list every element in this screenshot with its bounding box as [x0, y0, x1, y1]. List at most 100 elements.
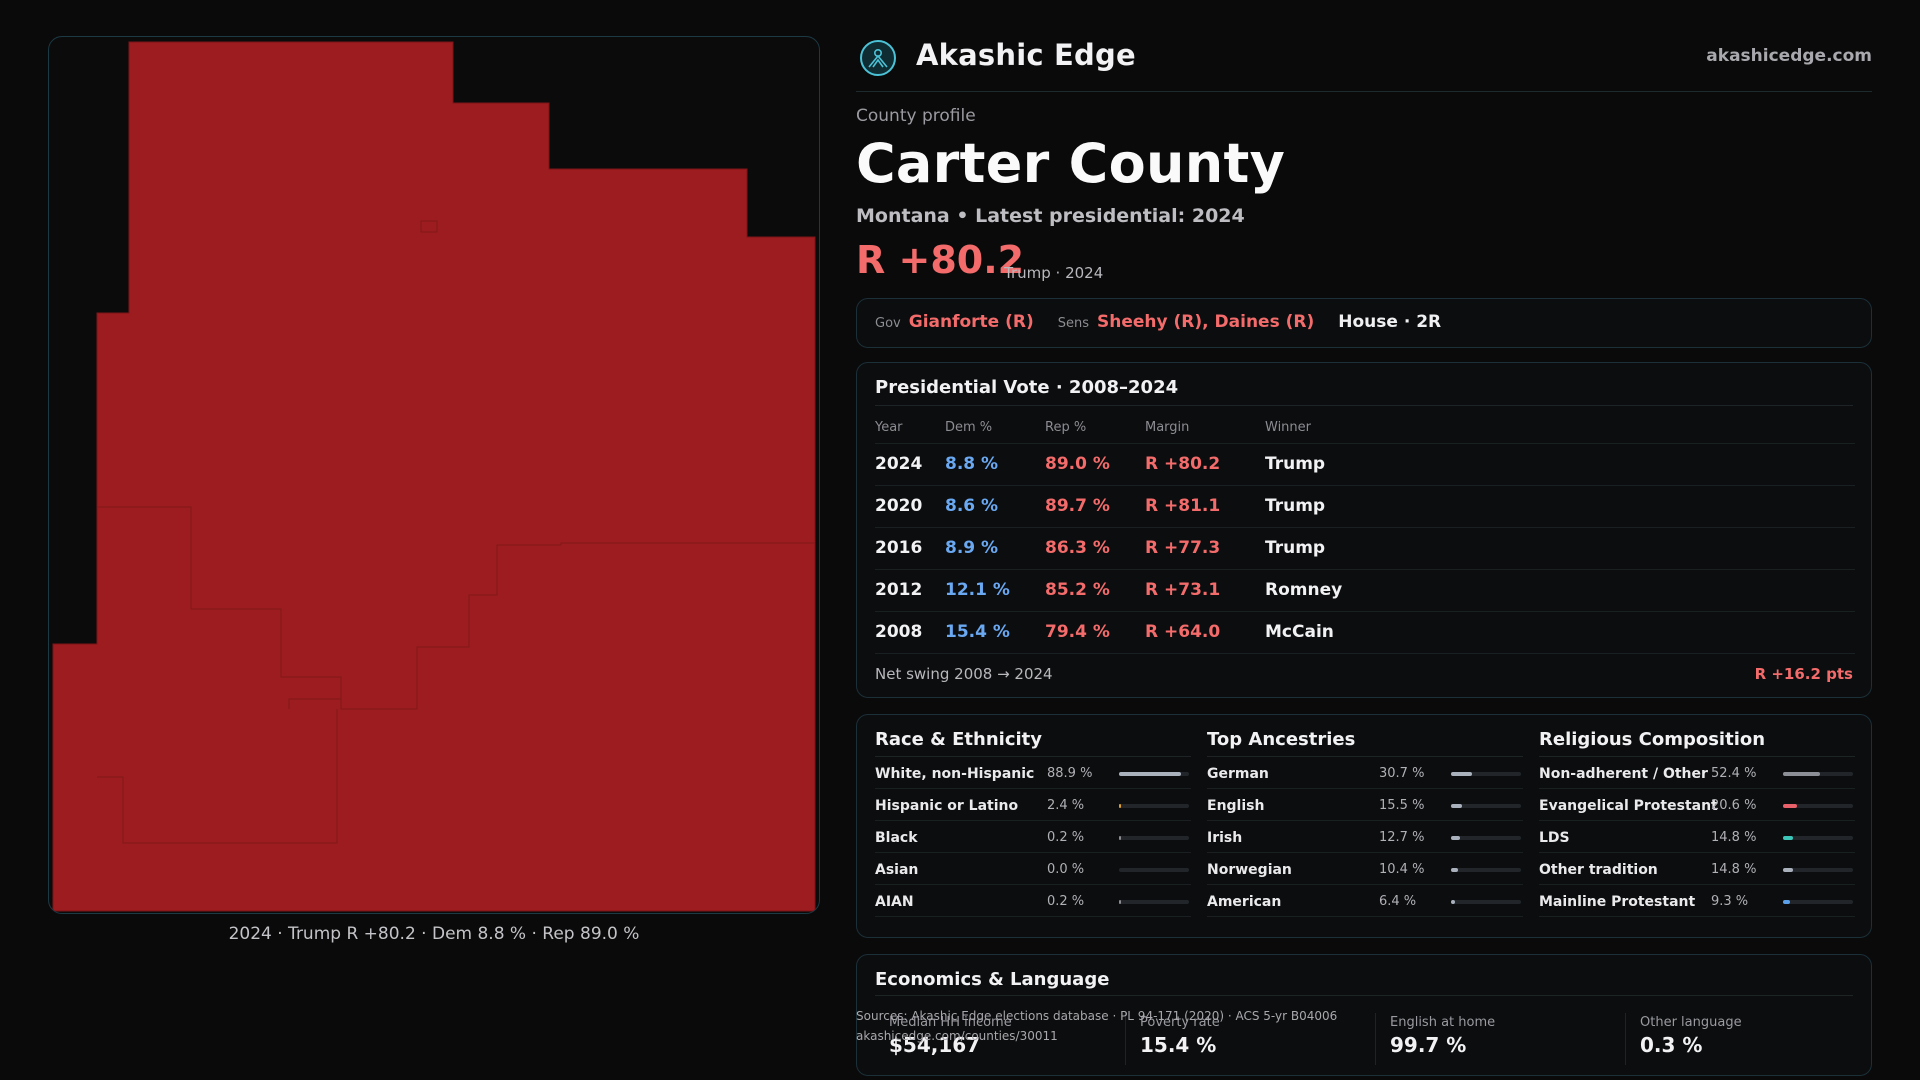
- gov-key: Gov: [875, 316, 901, 331]
- religion-bar-fill: [1783, 836, 1794, 840]
- ancestry-bar-fill: [1451, 900, 1456, 904]
- econ-english: English at home 99.7 %: [1375, 1013, 1615, 1065]
- econ-english-value: 99.7 %: [1390, 1033, 1467, 1057]
- race-label: Hispanic or Latino: [875, 798, 1019, 814]
- ancestry-label: English: [1207, 798, 1265, 814]
- race-title: Race & Ethnicity: [875, 729, 1191, 757]
- officials-card: Gov Gianforte (R) Sens Sheehy (R), Daine…: [856, 298, 1872, 348]
- religion-bar: [1783, 772, 1853, 776]
- house-delegation: House · 2R: [1338, 312, 1442, 332]
- econ-poverty-label: Poverty rate: [1140, 1015, 1220, 1030]
- ancestry-bar: [1451, 804, 1521, 808]
- brand-name: Akashic Edge: [916, 38, 1136, 72]
- race-column: Race & Ethnicity White, non-Hispanic 88.9…: [875, 729, 1191, 917]
- religion-label: Mainline Protestant: [1539, 894, 1696, 910]
- ancestry-label: American: [1207, 894, 1282, 910]
- cell-margin: R +64.0: [1145, 610, 1265, 654]
- cell-winner: McCain: [1265, 610, 1855, 654]
- brand-header: Akashic Edge akashicedge.com: [856, 36, 1872, 92]
- sources-footer: Sources: Akashic Edge elections database…: [856, 1006, 1337, 1046]
- col-winner: Winner: [1265, 420, 1312, 436]
- cell-margin: R +80.2: [1145, 442, 1265, 485]
- latest-margin: R +80.2: [856, 238, 1025, 282]
- race-percent: 0.2 %: [1047, 830, 1085, 845]
- county-shape: [52, 41, 816, 912]
- race-row: Black 0.2 %: [875, 821, 1191, 853]
- ancestry-row: Norwegian 10.4 %: [1207, 853, 1523, 885]
- cell-year: 2012: [875, 568, 945, 611]
- race-percent: 0.0 %: [1047, 862, 1085, 877]
- cell-winner: Trump: [1265, 484, 1855, 527]
- race-bar: [1119, 900, 1189, 904]
- cell-margin: R +77.3: [1145, 526, 1265, 569]
- county-url-link[interactable]: akashicedge.com/counties/30011: [856, 1029, 1058, 1043]
- religion-bar: [1783, 804, 1853, 808]
- religion-percent: 14.8 %: [1711, 830, 1757, 845]
- map-caption: 2024 · Trump R +80.2 · Dem 8.8 % · Rep 8…: [228, 924, 640, 944]
- religion-bar: [1783, 836, 1853, 840]
- brand-url-link[interactable]: akashicedge.com: [1706, 46, 1872, 66]
- religion-row: Mainline Protestant 9.3 %: [1539, 885, 1855, 917]
- cell-rep: 85.2 %: [1045, 568, 1145, 611]
- cell-year: 2008: [875, 610, 945, 654]
- race-bar: [1119, 868, 1189, 872]
- cell-dem: 8.9 %: [945, 526, 1045, 569]
- economics-card: Economics & Language Median HH income $5…: [856, 954, 1872, 1076]
- col-rep: Rep %: [1045, 420, 1087, 436]
- religion-bar: [1783, 868, 1853, 872]
- brand-logo-icon[interactable]: [860, 40, 896, 76]
- econ-poverty: Poverty rate 15.4 %: [1125, 1013, 1365, 1065]
- ancestry-bar-fill: [1451, 804, 1462, 808]
- ancestry-percent: 15.5 %: [1379, 798, 1425, 813]
- table-row: 2008 15.4 % 79.4 % R +64.0 McCain: [875, 610, 1855, 654]
- race-bar: [1119, 772, 1189, 776]
- ancestry-row: American 6.4 %: [1207, 885, 1523, 917]
- cell-year: 2024: [875, 442, 945, 485]
- race-row: Asian 0.0 %: [875, 853, 1191, 885]
- religion-row: LDS 14.8 %: [1539, 821, 1855, 853]
- race-bar-fill: [1119, 900, 1121, 904]
- race-label: Asian: [875, 862, 919, 878]
- presidential-title: Presidential Vote · 2008–2024: [875, 377, 1179, 398]
- religion-bar-fill: [1783, 868, 1794, 872]
- religion-percent: 20.6 %: [1711, 798, 1757, 813]
- page-eyebrow: County profile: [856, 106, 976, 126]
- net-swing-label: Net swing 2008 → 2024: [875, 665, 1053, 683]
- col-dem: Dem %: [945, 420, 993, 436]
- cell-dem: 12.1 %: [945, 568, 1045, 611]
- religion-percent: 14.8 %: [1711, 862, 1757, 877]
- religion-column: Religious Composition Non-adherent / Oth…: [1539, 729, 1855, 917]
- cell-rep: 89.0 %: [1045, 442, 1145, 485]
- ancestry-row: German 30.7 %: [1207, 757, 1523, 789]
- religion-row: Other tradition 14.8 %: [1539, 853, 1855, 885]
- sens-key: Sens: [1057, 316, 1090, 331]
- cell-rep: 79.4 %: [1045, 610, 1145, 654]
- religion-row: Non-adherent / Other 52.4 %: [1539, 757, 1855, 789]
- race-label: AIAN: [875, 894, 914, 910]
- sources-text: Sources: Akashic Edge elections database…: [856, 1009, 1338, 1023]
- demographics-card: Race & Ethnicity White, non-Hispanic 88.9…: [856, 714, 1872, 938]
- ancestry-column: Top Ancestries German 30.7 % English 15.5 %…: [1207, 729, 1523, 917]
- ancestry-bar-fill: [1451, 836, 1460, 840]
- econ-other-language-label: Other language: [1640, 1015, 1742, 1030]
- religion-row: Evangelical Protestant 20.6 %: [1539, 789, 1855, 821]
- ancestry-bar: [1451, 900, 1521, 904]
- ancestry-bar: [1451, 836, 1521, 840]
- race-bar-fill: [1119, 772, 1182, 776]
- race-percent: 88.9 %: [1047, 766, 1093, 781]
- race-bar: [1119, 804, 1189, 808]
- race-percent: 0.2 %: [1047, 894, 1085, 909]
- race-label: White, non-Hispanic: [875, 766, 1035, 782]
- economics-title: Economics & Language: [875, 969, 1110, 990]
- ancestry-row: Irish 12.7 %: [1207, 821, 1523, 853]
- cell-year: 2016: [875, 526, 945, 569]
- race-percent: 2.4 %: [1047, 798, 1085, 813]
- religion-bar-fill: [1783, 772, 1820, 776]
- county-map[interactable]: [48, 36, 820, 914]
- econ-income-value: $54,167: [889, 1033, 981, 1057]
- religion-bar-fill: [1783, 804, 1798, 808]
- ancestry-bar: [1451, 868, 1521, 872]
- ancestry-label: Norwegian: [1207, 862, 1292, 878]
- cell-margin: R +73.1: [1145, 568, 1265, 611]
- cell-year: 2020: [875, 484, 945, 527]
